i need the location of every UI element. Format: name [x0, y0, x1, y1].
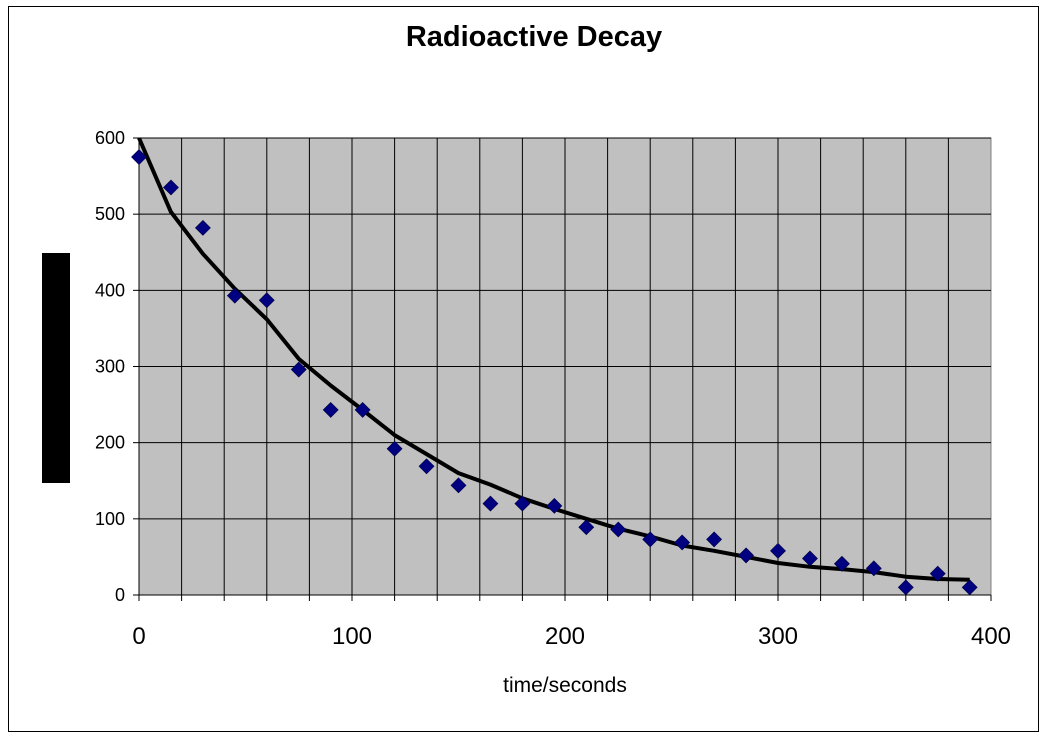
y-tick-label: 400: [95, 280, 125, 300]
data-markers: [131, 149, 978, 596]
data-point-marker: [865, 560, 882, 577]
data-point-marker: [642, 531, 659, 548]
data-point-marker: [578, 519, 595, 536]
y-tick-label: 0: [115, 585, 125, 605]
data-point-marker: [290, 361, 307, 378]
data-point-marker: [386, 440, 403, 457]
data-point-marker: [322, 401, 339, 418]
data-point-marker: [194, 219, 211, 236]
y-tick-label: 500: [95, 204, 125, 224]
data-point-marker: [163, 179, 179, 196]
data-point-marker: [258, 292, 275, 309]
data-point-marker: [833, 555, 850, 572]
x-axis-label: time/seconds: [503, 674, 627, 697]
chart-title: Radioactive Decay: [406, 21, 662, 53]
x-tick-label: 400: [971, 623, 1011, 650]
x-tick-label: 100: [332, 623, 372, 650]
data-point-marker: [802, 550, 818, 567]
y-tick-labels: 0 100 200 300 400 500 600: [95, 128, 125, 605]
data-point-marker: [897, 579, 914, 596]
data-point-marker: [610, 521, 627, 538]
data-point-marker: [226, 287, 243, 304]
data-point-marker: [770, 542, 786, 559]
data-point-marker: [131, 149, 147, 165]
y-tick-label: 300: [95, 357, 125, 377]
data-point-marker: [514, 495, 531, 512]
axes: [133, 137, 992, 601]
data-point-marker: [706, 531, 723, 548]
x-tick-labels: 0 100 200 300 400: [132, 623, 1011, 650]
x-tick-label: 300: [758, 623, 798, 650]
y-tick-label: 600: [95, 128, 125, 148]
data-point-marker: [418, 458, 435, 475]
grid-lines: [139, 137, 991, 595]
data-point-marker: [738, 547, 754, 564]
y-axis-label-redaction: [42, 253, 70, 483]
data-point-marker: [674, 534, 691, 551]
data-point-marker: [961, 579, 978, 596]
y-tick-label: 100: [95, 509, 125, 529]
data-point-marker: [482, 495, 499, 512]
data-point-marker: [450, 477, 467, 494]
data-point-marker: [354, 401, 371, 418]
x-tick-label: 0: [132, 623, 145, 650]
data-point-marker: [929, 565, 946, 582]
data-point-marker: [546, 497, 563, 514]
y-tick-label: 200: [95, 433, 125, 453]
x-tick-label: 200: [545, 623, 585, 650]
